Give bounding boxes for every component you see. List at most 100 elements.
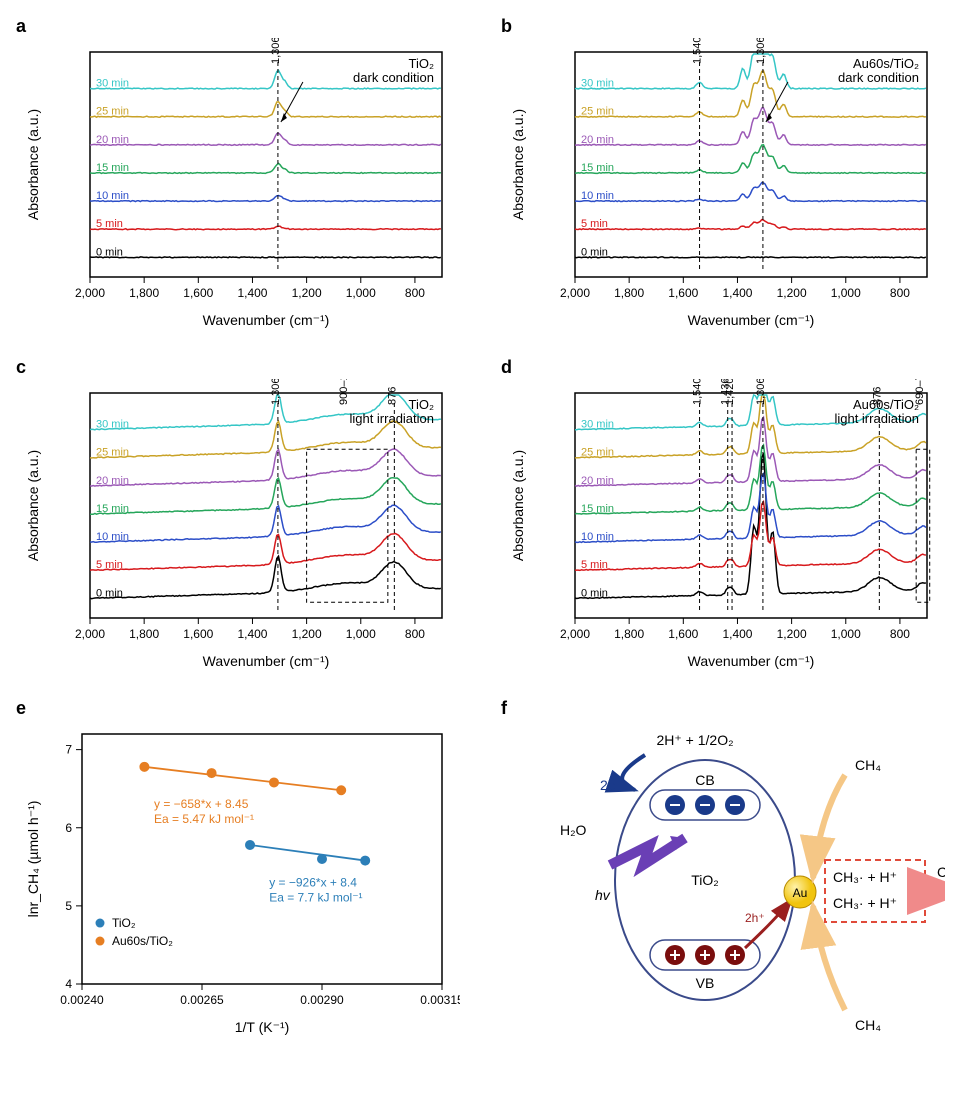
svg-text:C₂H₆: C₂H₆ xyxy=(937,864,945,880)
svg-text:Wavenumber (cm⁻¹): Wavenumber (cm⁻¹) xyxy=(203,653,330,669)
svg-text:25 min: 25 min xyxy=(581,447,614,459)
svg-text:15 min: 15 min xyxy=(581,503,614,515)
svg-text:TiO₂: TiO₂ xyxy=(112,916,136,930)
svg-text:2,000: 2,000 xyxy=(560,627,590,641)
svg-text:30 min: 30 min xyxy=(96,78,129,90)
svg-text:876: 876 xyxy=(871,387,883,405)
svg-text:1,540: 1,540 xyxy=(692,38,704,64)
svg-text:10 min: 10 min xyxy=(96,190,129,202)
svg-text:20 min: 20 min xyxy=(96,134,129,146)
svg-text:hv: hv xyxy=(595,887,611,903)
svg-text:CH₃· + H⁺: CH₃· + H⁺ xyxy=(833,895,897,911)
svg-text:1,600: 1,600 xyxy=(668,286,698,300)
svg-text:1,420: 1,420 xyxy=(724,379,736,405)
spectrum-chart-b: 2,0001,8001,6001,4001,2001,000800Wavenum… xyxy=(505,38,958,333)
svg-text:0 min: 0 min xyxy=(96,587,123,599)
svg-text:Au: Au xyxy=(793,886,808,900)
svg-text:Wavenumber (cm⁻¹): Wavenumber (cm⁻¹) xyxy=(688,653,815,669)
panel-label-f: f xyxy=(501,698,507,719)
panel-label-e: e xyxy=(16,698,26,719)
svg-text:1,200: 1,200 xyxy=(292,286,322,300)
svg-text:20 min: 20 min xyxy=(581,475,614,487)
svg-text:Absorbance (a.u.): Absorbance (a.u.) xyxy=(510,109,526,220)
svg-text:5 min: 5 min xyxy=(96,559,123,571)
svg-text:1,306: 1,306 xyxy=(755,379,767,405)
svg-text:1,400: 1,400 xyxy=(722,627,752,641)
svg-text:0.00265: 0.00265 xyxy=(180,993,224,1007)
svg-text:VB: VB xyxy=(696,975,715,991)
svg-text:2H⁺ + 1/2O₂: 2H⁺ + 1/2O₂ xyxy=(656,732,733,748)
svg-text:2,000: 2,000 xyxy=(75,627,105,641)
svg-text:25 min: 25 min xyxy=(96,106,129,118)
panel-a: a 2,0001,8001,6001,4001,2001,000800Waven… xyxy=(20,20,473,333)
svg-text:Absorbance (a.u.): Absorbance (a.u.) xyxy=(25,109,41,220)
svg-text:30 min: 30 min xyxy=(96,419,129,431)
svg-text:Wavenumber (cm⁻¹): Wavenumber (cm⁻¹) xyxy=(203,312,330,328)
svg-text:5: 5 xyxy=(65,899,72,913)
panel-e: e 0.002400.002650.002900.0031545671/T (K… xyxy=(20,702,473,1040)
svg-text:y = −658*x + 8.45: y = −658*x + 8.45 xyxy=(154,797,249,811)
svg-text:0 min: 0 min xyxy=(581,587,608,599)
svg-text:5 min: 5 min xyxy=(581,218,608,230)
spectrum-chart-a: 2,000 1,800 1,600 1,400 1,200 1,000 800 Wavenum… xyxy=(20,38,473,333)
svg-text:1,000: 1,000 xyxy=(346,286,376,300)
svg-text:20 min: 20 min xyxy=(96,475,129,487)
svg-text:1,306: 1,306 xyxy=(270,379,282,405)
svg-text:5 min: 5 min xyxy=(581,559,608,571)
svg-text:15 min: 15 min xyxy=(581,162,614,174)
svg-text:1,800: 1,800 xyxy=(129,627,159,641)
svg-text:1,800: 1,800 xyxy=(614,286,644,300)
svg-text:20 min: 20 min xyxy=(581,134,614,146)
panel-f: f CBVBTiO₂hv2H⁺ + 1/2O₂2e⁻H₂O2h⁺AuCH₄CH₄… xyxy=(505,702,958,1040)
svg-text:1,800: 1,800 xyxy=(129,286,159,300)
svg-text:10 min: 10 min xyxy=(581,190,614,202)
svg-text:10 min: 10 min xyxy=(96,531,129,543)
svg-text:Au60s/TiO₂: Au60s/TiO₂ xyxy=(853,397,919,412)
svg-text:Au60s/TiO₂: Au60s/TiO₂ xyxy=(112,934,173,948)
panel-b: b 2,0001,8001,6001,4001,2001,000800Waven… xyxy=(505,20,958,333)
svg-text:0 min: 0 min xyxy=(581,246,608,258)
svg-text:15 min: 15 min xyxy=(96,503,129,515)
svg-text:Ea = 7.7 kJ mol⁻¹: Ea = 7.7 kJ mol⁻¹ xyxy=(269,890,362,904)
svg-text:CB: CB xyxy=(695,772,714,788)
svg-text:TiO₂: TiO₂ xyxy=(408,56,434,71)
svg-text:1,000: 1,000 xyxy=(831,627,861,641)
svg-text:1,540: 1,540 xyxy=(692,379,704,405)
svg-text:1/T (K⁻¹): 1/T (K⁻¹) xyxy=(235,1019,290,1035)
svg-text:1,400: 1,400 xyxy=(237,286,267,300)
svg-text:2,000: 2,000 xyxy=(560,286,590,300)
svg-text:1,200: 1,200 xyxy=(777,627,807,641)
svg-text:876: 876 xyxy=(386,387,398,405)
svg-text:0.00290: 0.00290 xyxy=(300,993,344,1007)
svg-text:CH₄: CH₄ xyxy=(855,1017,881,1033)
svg-text:800: 800 xyxy=(405,627,425,641)
panel-label-b: b xyxy=(501,16,512,37)
svg-text:1,600: 1,600 xyxy=(668,627,698,641)
svg-text:1,400: 1,400 xyxy=(722,286,752,300)
svg-text:y = −926*x + 8.4: y = −926*x + 8.4 xyxy=(269,875,357,889)
svg-text:dark condition: dark condition xyxy=(838,70,919,85)
svg-text:1,000: 1,000 xyxy=(831,286,861,300)
svg-text:CH₃· + H⁺: CH₃· + H⁺ xyxy=(833,869,897,885)
svg-text:2h⁺: 2h⁺ xyxy=(745,911,765,925)
svg-text:1,306: 1,306 xyxy=(270,38,282,64)
svg-text:1,600: 1,600 xyxy=(183,286,213,300)
svg-text:light irradiation: light irradiation xyxy=(349,411,434,426)
panel-label-c: c xyxy=(16,357,26,378)
svg-text:2,000: 2,000 xyxy=(75,286,105,300)
svg-text:Absorbance (a.u.): Absorbance (a.u.) xyxy=(25,450,41,561)
svg-text:lnr_CH₄ (µmol h⁻¹): lnr_CH₄ (µmol h⁻¹) xyxy=(25,801,41,918)
svg-text:0.00240: 0.00240 xyxy=(60,993,104,1007)
svg-text:4: 4 xyxy=(65,977,72,991)
arrhenius-chart: 0.002400.002650.002900.0031545671/T (K⁻¹… xyxy=(20,720,473,1040)
svg-text:800: 800 xyxy=(890,627,910,641)
svg-text:900–1,200: 900–1,200 xyxy=(338,379,350,405)
svg-text:690–740: 690–740 xyxy=(914,379,926,405)
svg-text:7: 7 xyxy=(65,743,72,757)
svg-text:1,400: 1,400 xyxy=(237,627,267,641)
svg-text:2e⁻: 2e⁻ xyxy=(600,777,623,793)
svg-text:25 min: 25 min xyxy=(96,447,129,459)
svg-text:800: 800 xyxy=(405,286,425,300)
svg-text:15 min: 15 min xyxy=(96,162,129,174)
svg-text:Au60s/TiO₂: Au60s/TiO₂ xyxy=(853,56,919,71)
